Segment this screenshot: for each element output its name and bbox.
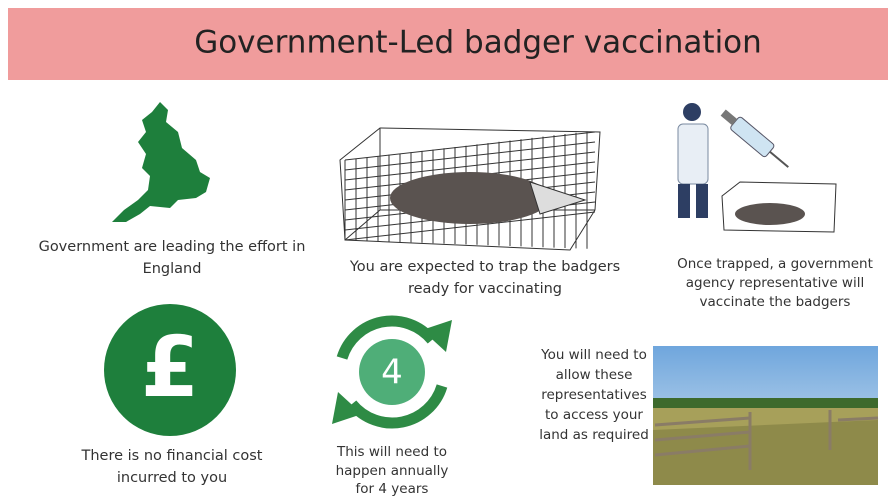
caption: incurred to you bbox=[117, 470, 227, 486]
syringe bbox=[718, 106, 793, 173]
field-photo bbox=[653, 346, 878, 485]
caption: happen annually bbox=[336, 463, 449, 479]
caption: allow these bbox=[556, 367, 633, 383]
infographic: Government-Led badger vaccination £ 4 bbox=[0, 0, 896, 497]
scientist bbox=[678, 103, 708, 218]
badger bbox=[390, 172, 550, 224]
caption: Once trapped, a government bbox=[677, 256, 873, 272]
caption: There is no financial cost bbox=[80, 448, 262, 464]
pound-symbol: £ bbox=[141, 318, 199, 416]
caption: to access your bbox=[545, 407, 643, 423]
england-map bbox=[112, 102, 210, 222]
page: Government-Led badger vaccination £ 4 bbox=[0, 0, 896, 497]
title: Government-Led badger vaccination bbox=[194, 25, 762, 61]
caption: Government are leading the effort in bbox=[39, 239, 306, 255]
caption: This will need to bbox=[336, 444, 447, 460]
caption: ready for vaccinating bbox=[408, 281, 562, 297]
caption: England bbox=[143, 261, 202, 277]
caption: You are expected to trap the badgers bbox=[349, 259, 620, 275]
caption: representatives bbox=[541, 387, 647, 403]
caption: You will need to bbox=[540, 347, 647, 363]
caption: agency representative will bbox=[686, 275, 864, 291]
caption: land as required bbox=[539, 427, 649, 443]
years-number: 4 bbox=[381, 353, 403, 393]
badger-head bbox=[530, 182, 585, 214]
caption: for 4 years bbox=[356, 481, 429, 497]
caption: vaccinate the badgers bbox=[700, 294, 851, 310]
small-cage bbox=[722, 182, 836, 232]
